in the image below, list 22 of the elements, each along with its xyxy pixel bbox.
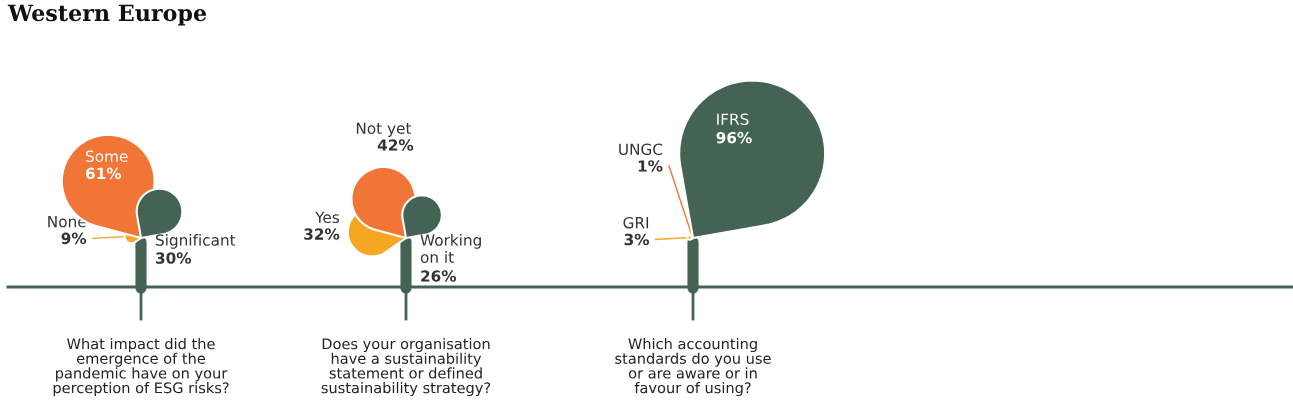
text: Does your organisation have a sustainability statement or defined sustainability strategy? [321,338,491,397]
category-label: UNGC [619,143,663,156]
data-label: 96% [716,131,752,144]
category-label: None [48,216,86,228]
category-label: Some [86,150,128,163]
category-label: Working on it [420,234,481,263]
data-label: 61% [85,167,122,180]
data-label: 9% [61,232,87,245]
text: Western Europe [7,4,207,26]
category-label: Not yet [356,122,412,137]
data-label: 32% [304,228,340,240]
category-label: IFRS [717,113,749,125]
data-label: 42% [377,139,414,151]
data-label: 26% [421,270,457,282]
data-label: 1% [638,160,663,172]
data-label: 3% [624,233,650,246]
data-label: 30% [156,252,192,264]
category-label: Yes [315,211,340,224]
text: What impact did the emergence of the pandemic have on your perception of ESG risks? [53,338,229,397]
category-label: Significant [156,234,236,249]
category-label: GRI [623,216,649,229]
text: Which accounting standards do you use or are aware or in favour of using? [615,338,771,397]
